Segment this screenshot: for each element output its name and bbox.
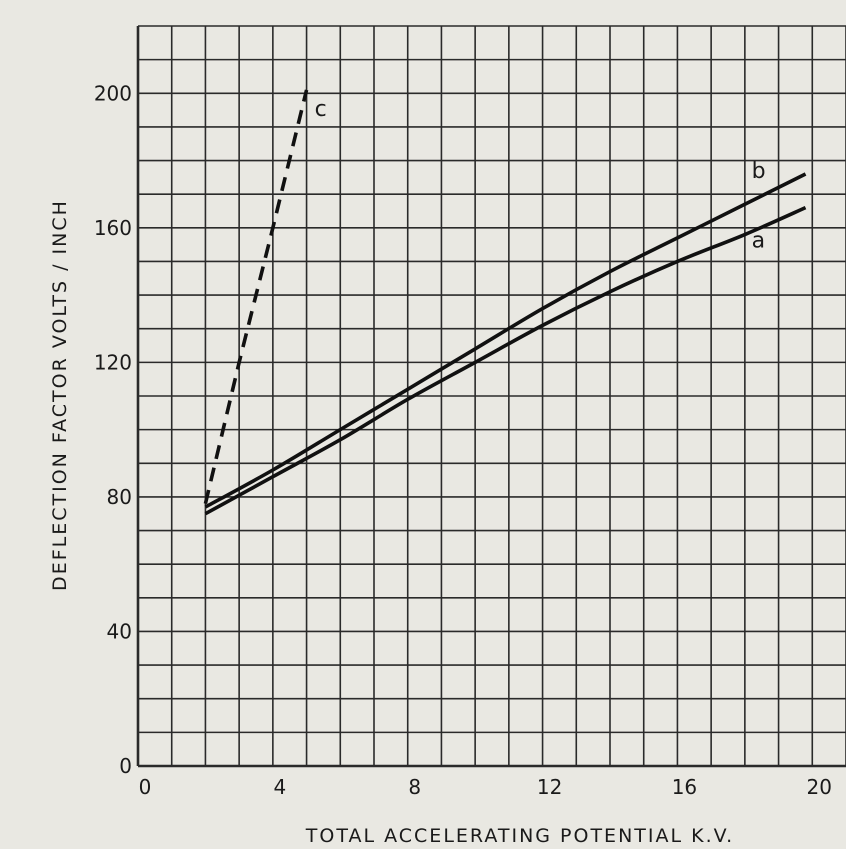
series-line-a — [204, 205, 807, 516]
series-label-c: c — [315, 97, 327, 122]
x-tick-label: 4 — [273, 775, 286, 799]
y-axis-title: DEFLECTION FACTOR VOLTS / INCH — [49, 199, 71, 591]
y-tick-label: 80 — [107, 485, 132, 509]
grid — [136, 25, 846, 768]
x-tick-label: 20 — [807, 775, 832, 799]
series-label-b: b — [752, 159, 766, 184]
y-tick-label: 0 — [119, 754, 132, 778]
x-tick-label: 8 — [408, 775, 421, 799]
y-tick-label: 40 — [107, 619, 132, 643]
series-line-b — [204, 172, 807, 509]
x-tick-label: 0 — [139, 775, 152, 799]
series-lines: a b c — [203, 89, 807, 516]
y-tick-label: 200 — [94, 81, 132, 105]
series-label-a: a — [752, 229, 765, 254]
x-tick-label: 12 — [537, 775, 562, 799]
x-axis-title: TOTAL ACCELERATING POTENTIAL K.V. — [305, 825, 734, 847]
y-tick-label: 160 — [94, 216, 132, 240]
x-tick-label: 16 — [672, 775, 697, 799]
series-line-c — [203, 89, 309, 505]
y-tick-label: 120 — [94, 350, 132, 374]
